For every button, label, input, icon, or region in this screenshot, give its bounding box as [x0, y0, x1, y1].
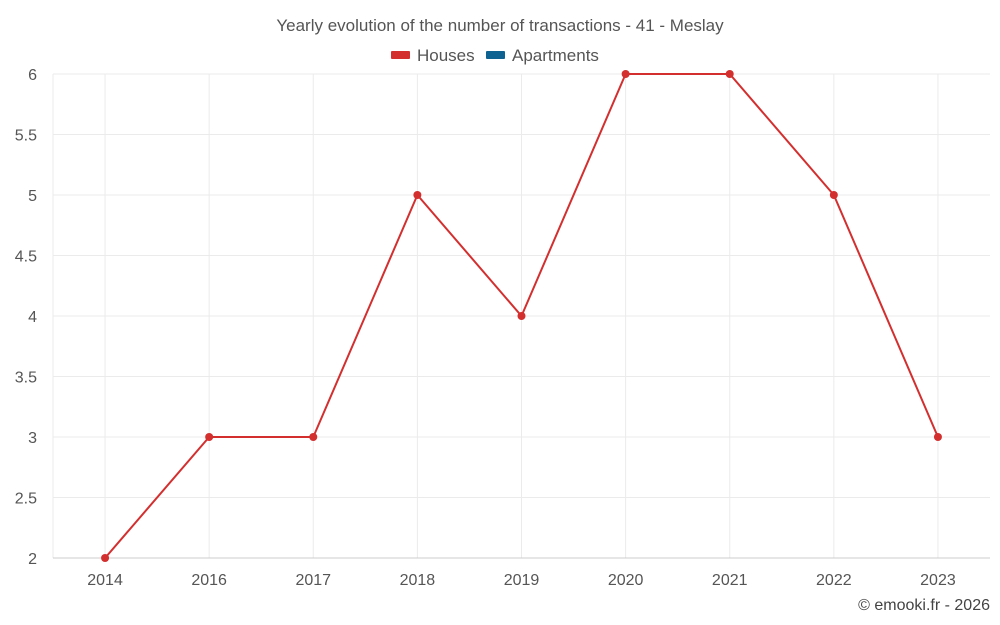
legend-swatch-apartments	[486, 51, 505, 59]
x-tick-label: 2019	[504, 572, 540, 589]
data-point-houses-2022[interactable]	[829, 191, 838, 199]
x-tick-label: 2021	[712, 572, 748, 589]
data-point-houses-2020[interactable]	[621, 70, 630, 78]
data-point-houses-2014[interactable]	[101, 554, 110, 562]
chart-title: Yearly evolution of the number of transa…	[276, 16, 724, 35]
legend-label-houses: Houses	[417, 46, 475, 65]
data-point-houses-2023[interactable]	[933, 433, 942, 441]
x-axis: 2014 2016 2017 2018 2019 2020 2021 2022 2023	[53, 557, 990, 589]
y-tick-label: 2.5	[15, 491, 37, 508]
y-tick-label: 4	[28, 309, 37, 326]
data-point-houses-2021[interactable]	[725, 70, 734, 78]
y-axis: 2 2.5 3 3.5 4 4.5 5 5.5 6	[15, 67, 37, 568]
credit-text: © emooki.fr - 2026	[858, 597, 990, 614]
x-tick-label: 2018	[400, 572, 436, 589]
y-tick-label: 4.5	[15, 249, 37, 266]
x-tick-label: 2017	[295, 572, 331, 589]
x-tick-label: 2022	[816, 572, 852, 589]
data-point-houses-2019[interactable]	[517, 312, 526, 320]
legend: Houses Apartments	[391, 46, 599, 65]
y-tick-label: 5	[28, 188, 37, 205]
legend-swatch-houses	[391, 51, 410, 59]
x-tick-label: 2023	[920, 572, 956, 589]
y-tick-label: 3	[28, 430, 37, 447]
y-tick-label: 5.5	[15, 128, 37, 145]
y-tick-label: 6	[28, 67, 37, 84]
data-point-houses-2017[interactable]	[309, 433, 318, 441]
x-tick-label: 2014	[87, 572, 123, 589]
x-tick-label: 2016	[191, 572, 227, 589]
legend-label-apartments: Apartments	[512, 46, 599, 65]
x-tick-label: 2020	[608, 572, 644, 589]
data-point-houses-2016[interactable]	[205, 433, 214, 441]
y-tick-label: 3.5	[15, 370, 37, 387]
data-point-houses-2018[interactable]	[413, 191, 422, 199]
series-layer	[101, 70, 942, 562]
legend-item-houses[interactable]: Houses	[391, 46, 475, 65]
legend-item-apartments[interactable]: Apartments	[486, 46, 599, 65]
y-tick-label: 2	[28, 551, 37, 568]
